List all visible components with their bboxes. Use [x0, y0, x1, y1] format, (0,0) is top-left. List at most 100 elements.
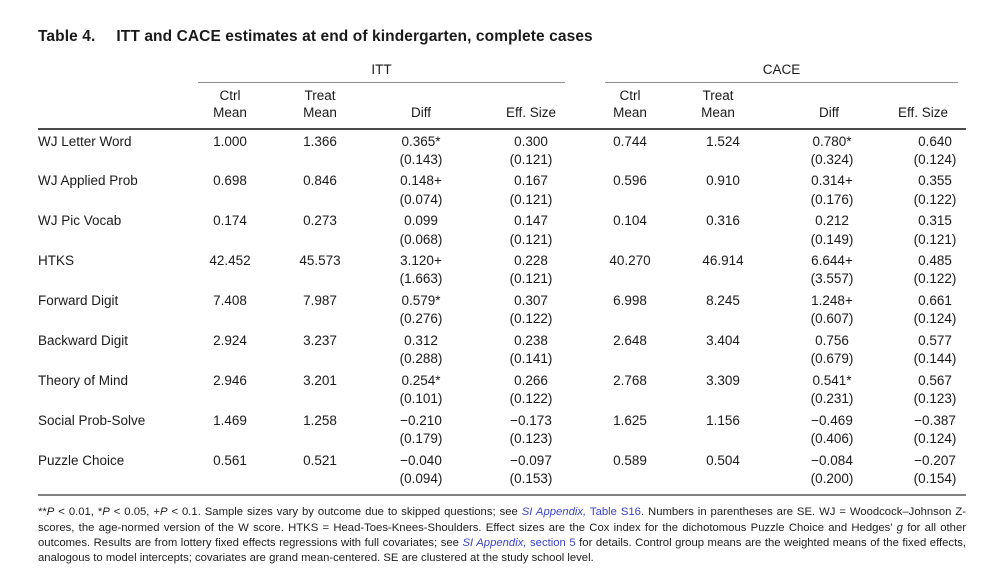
cell-itt-diff: 0.312 (0.288): [399, 333, 443, 367]
cell-cace-ctrl-mean: 0.596: [613, 173, 647, 189]
group-header-cace: CACE: [605, 62, 959, 83]
cell-outcome-label: Social Prob-Solve: [38, 412, 146, 428]
cell-outcome-label: Forward Digit: [38, 293, 119, 309]
cell-itt-treat-mean: 3.237: [303, 333, 337, 349]
spacer-cell: [38, 83, 188, 130]
cell-cace-eff-size: 0.577 (0.144): [913, 333, 957, 367]
cell-itt-eff-size: 0.228 (0.121): [509, 253, 553, 287]
cell-itt-ctrl-mean: 42.452: [209, 253, 251, 269]
cace-col-header-treat-mean: Treat Mean: [658, 83, 778, 130]
group-header-cell-itt: ITT: [188, 57, 588, 83]
table-row: Theory of Mind 2.946 3.201 0.254* (0.101)…: [38, 369, 966, 409]
gap-cell: [588, 330, 602, 370]
table-caption: ITT and CACE estimates at end of kinderg…: [116, 28, 593, 45]
footnote: **P < 0.01, *P < 0.05, +P < 0.1. Sample …: [38, 505, 966, 567]
si-appendix-link[interactable]: Table S16: [586, 506, 641, 519]
cell-itt-eff-size: 0.167 (0.121): [509, 173, 553, 207]
group-header-row: ITT CACE: [38, 57, 966, 83]
footnote-text: P: [102, 506, 110, 519]
cell-outcome-label: Theory of Mind: [38, 372, 129, 388]
cell-cace-treat-mean: 0.910: [706, 173, 740, 189]
cell-itt-diff: 0.099 (0.068): [399, 213, 443, 247]
footnote-text: . Numbers in parentheses are SE. WJ = Wo…: [38, 506, 966, 534]
itt-col-header-eff-size: Eff. Size: [474, 83, 588, 130]
table-row: WJ Pic Vocab 0.174 0.273 0.099 (0.068) 0.…: [38, 210, 966, 250]
cell-cace-diff: 0.780* (0.324): [810, 133, 854, 167]
cell-cace-treat-mean: 3.309: [706, 372, 740, 388]
cell-itt-ctrl-mean: 0.174: [213, 213, 247, 229]
cace-col-header-ctrl-mean: Ctrl Mean: [602, 83, 658, 130]
cell-cace-eff-size: 0.355 (0.122): [913, 173, 957, 207]
cell-itt-eff-size: −0.173 (0.123): [509, 412, 553, 447]
footnote-text: < 0.01, *: [54, 506, 103, 519]
cell-itt-eff-size: 0.266 (0.122): [509, 372, 553, 407]
cell-cace-ctrl-mean: 2.648: [613, 333, 647, 349]
gap-cell: [588, 409, 602, 449]
table-row: Forward Digit 7.408 7.987 0.579* (0.276) …: [38, 290, 966, 330]
si-appendix-link[interactable]: SI Appendix,: [462, 536, 527, 549]
cell-cace-diff: −0.084 (0.200): [778, 449, 880, 497]
cell-cace-eff-size: 0.567 (0.123): [913, 372, 957, 407]
cell-itt-treat-mean: 0.273: [303, 213, 337, 229]
cell-outcome-label: WJ Applied Prob: [38, 173, 138, 189]
table-title: Table 4. ITT and CACE estimates at end of…: [38, 28, 966, 46]
cell-itt-treat-mean: 3.201: [303, 372, 337, 388]
cell-itt-diff: 0.254* (0.101): [399, 372, 443, 407]
cace-col-header-eff-size: Eff. Size: [880, 83, 967, 130]
cell-itt-eff-size: 0.307 (0.122): [509, 293, 553, 327]
cell-itt-eff-size: 0.238 (0.141): [509, 333, 553, 367]
cell-cace-eff-size: −0.387 (0.124): [913, 412, 957, 447]
group-header-cell-cace: CACE: [602, 57, 966, 83]
cell-itt-diff: 3.120+ (1.663): [399, 253, 443, 287]
cell-cace-diff: 1.248+ (0.607): [810, 293, 854, 327]
cell-cace-eff-size: 0.485 (0.122): [913, 253, 957, 287]
cell-itt-treat-mean: 0.846: [303, 173, 337, 189]
cell-cace-ctrl-mean: 0.104: [613, 213, 647, 229]
footnote-text: < 0.1. Sample sizes vary by outcome due …: [167, 506, 522, 519]
cell-itt-diff: 0.365* (0.143): [399, 133, 443, 167]
cell-cace-diff: 0.756 (0.679): [810, 333, 854, 367]
cell-outcome-label: Puzzle Choice: [38, 449, 188, 497]
cell-itt-eff-size: −0.097 (0.153): [474, 449, 588, 497]
cell-itt-ctrl-mean: 1.469: [213, 412, 247, 428]
cell-cace-ctrl-mean: 1.625: [613, 412, 647, 428]
cell-cace-treat-mean: 0.504: [658, 449, 778, 497]
cell-itt-ctrl-mean: 0.561: [188, 449, 272, 497]
column-header-row: Ctrl Mean Treat Mean Diff Eff. Size Ctrl Me…: [38, 83, 967, 130]
itt-col-header-diff: Diff: [368, 83, 474, 130]
cell-cace-diff: 0.212 (0.149): [810, 213, 854, 247]
cell-cace-eff-size: 0.315 (0.121): [913, 213, 957, 247]
cell-itt-treat-mean: 45.573: [299, 253, 341, 269]
cell-outcome-label: Backward Digit: [38, 333, 129, 349]
footnote-text: for details. Control group means are the…: [38, 536, 966, 565]
cell-cace-treat-mean: 3.404: [706, 333, 740, 349]
cell-itt-diff: 0.579* (0.276): [399, 293, 443, 327]
cell-cace-eff-size: −0.207 (0.154): [880, 449, 967, 497]
cell-itt-treat-mean: 7.987: [303, 293, 337, 309]
cell-itt-ctrl-mean: 0.698: [213, 173, 247, 189]
cell-cace-ctrl-mean: 40.270: [609, 253, 651, 269]
cell-cace-eff-size: 0.661 (0.124): [913, 293, 957, 327]
gap-cell: [588, 170, 602, 210]
cell-cace-ctrl-mean: 6.998: [613, 293, 647, 309]
cell-cace-treat-mean: 46.914: [702, 253, 744, 269]
cell-itt-treat-mean: 1.258: [303, 412, 337, 428]
cell-cace-ctrl-mean: 2.768: [613, 372, 647, 388]
cace-col-header-diff: Diff: [778, 83, 880, 130]
cell-cace-treat-mean: 8.245: [706, 293, 740, 309]
si-appendix-link[interactable]: section 5: [526, 536, 576, 549]
table-row: WJ Applied Prob 0.698 0.846 0.148+ (0.074…: [38, 170, 966, 210]
cell-itt-eff-size: 0.300 (0.121): [509, 133, 553, 167]
gap-cell: [588, 369, 602, 409]
estimates-table: ITT CACE Ctrl Mean Treat Mean Diff Eff. Si…: [38, 57, 967, 497]
table-number: Table 4.: [38, 28, 96, 45]
cell-cace-treat-mean: 0.316: [706, 213, 740, 229]
table-row: Puzzle Choice 0.561 0.521 −0.040 (0.094) …: [38, 449, 967, 497]
gap-cell: [588, 449, 602, 497]
cell-itt-ctrl-mean: 7.408: [213, 293, 247, 309]
cell-itt-diff: 0.148+ (0.074): [399, 173, 443, 207]
cell-outcome-label: WJ Pic Vocab: [38, 213, 122, 229]
table-row: Social Prob-Solve 1.469 1.258 −0.210 (0.1…: [38, 409, 966, 449]
si-appendix-link[interactable]: SI Appendix,: [521, 506, 587, 519]
